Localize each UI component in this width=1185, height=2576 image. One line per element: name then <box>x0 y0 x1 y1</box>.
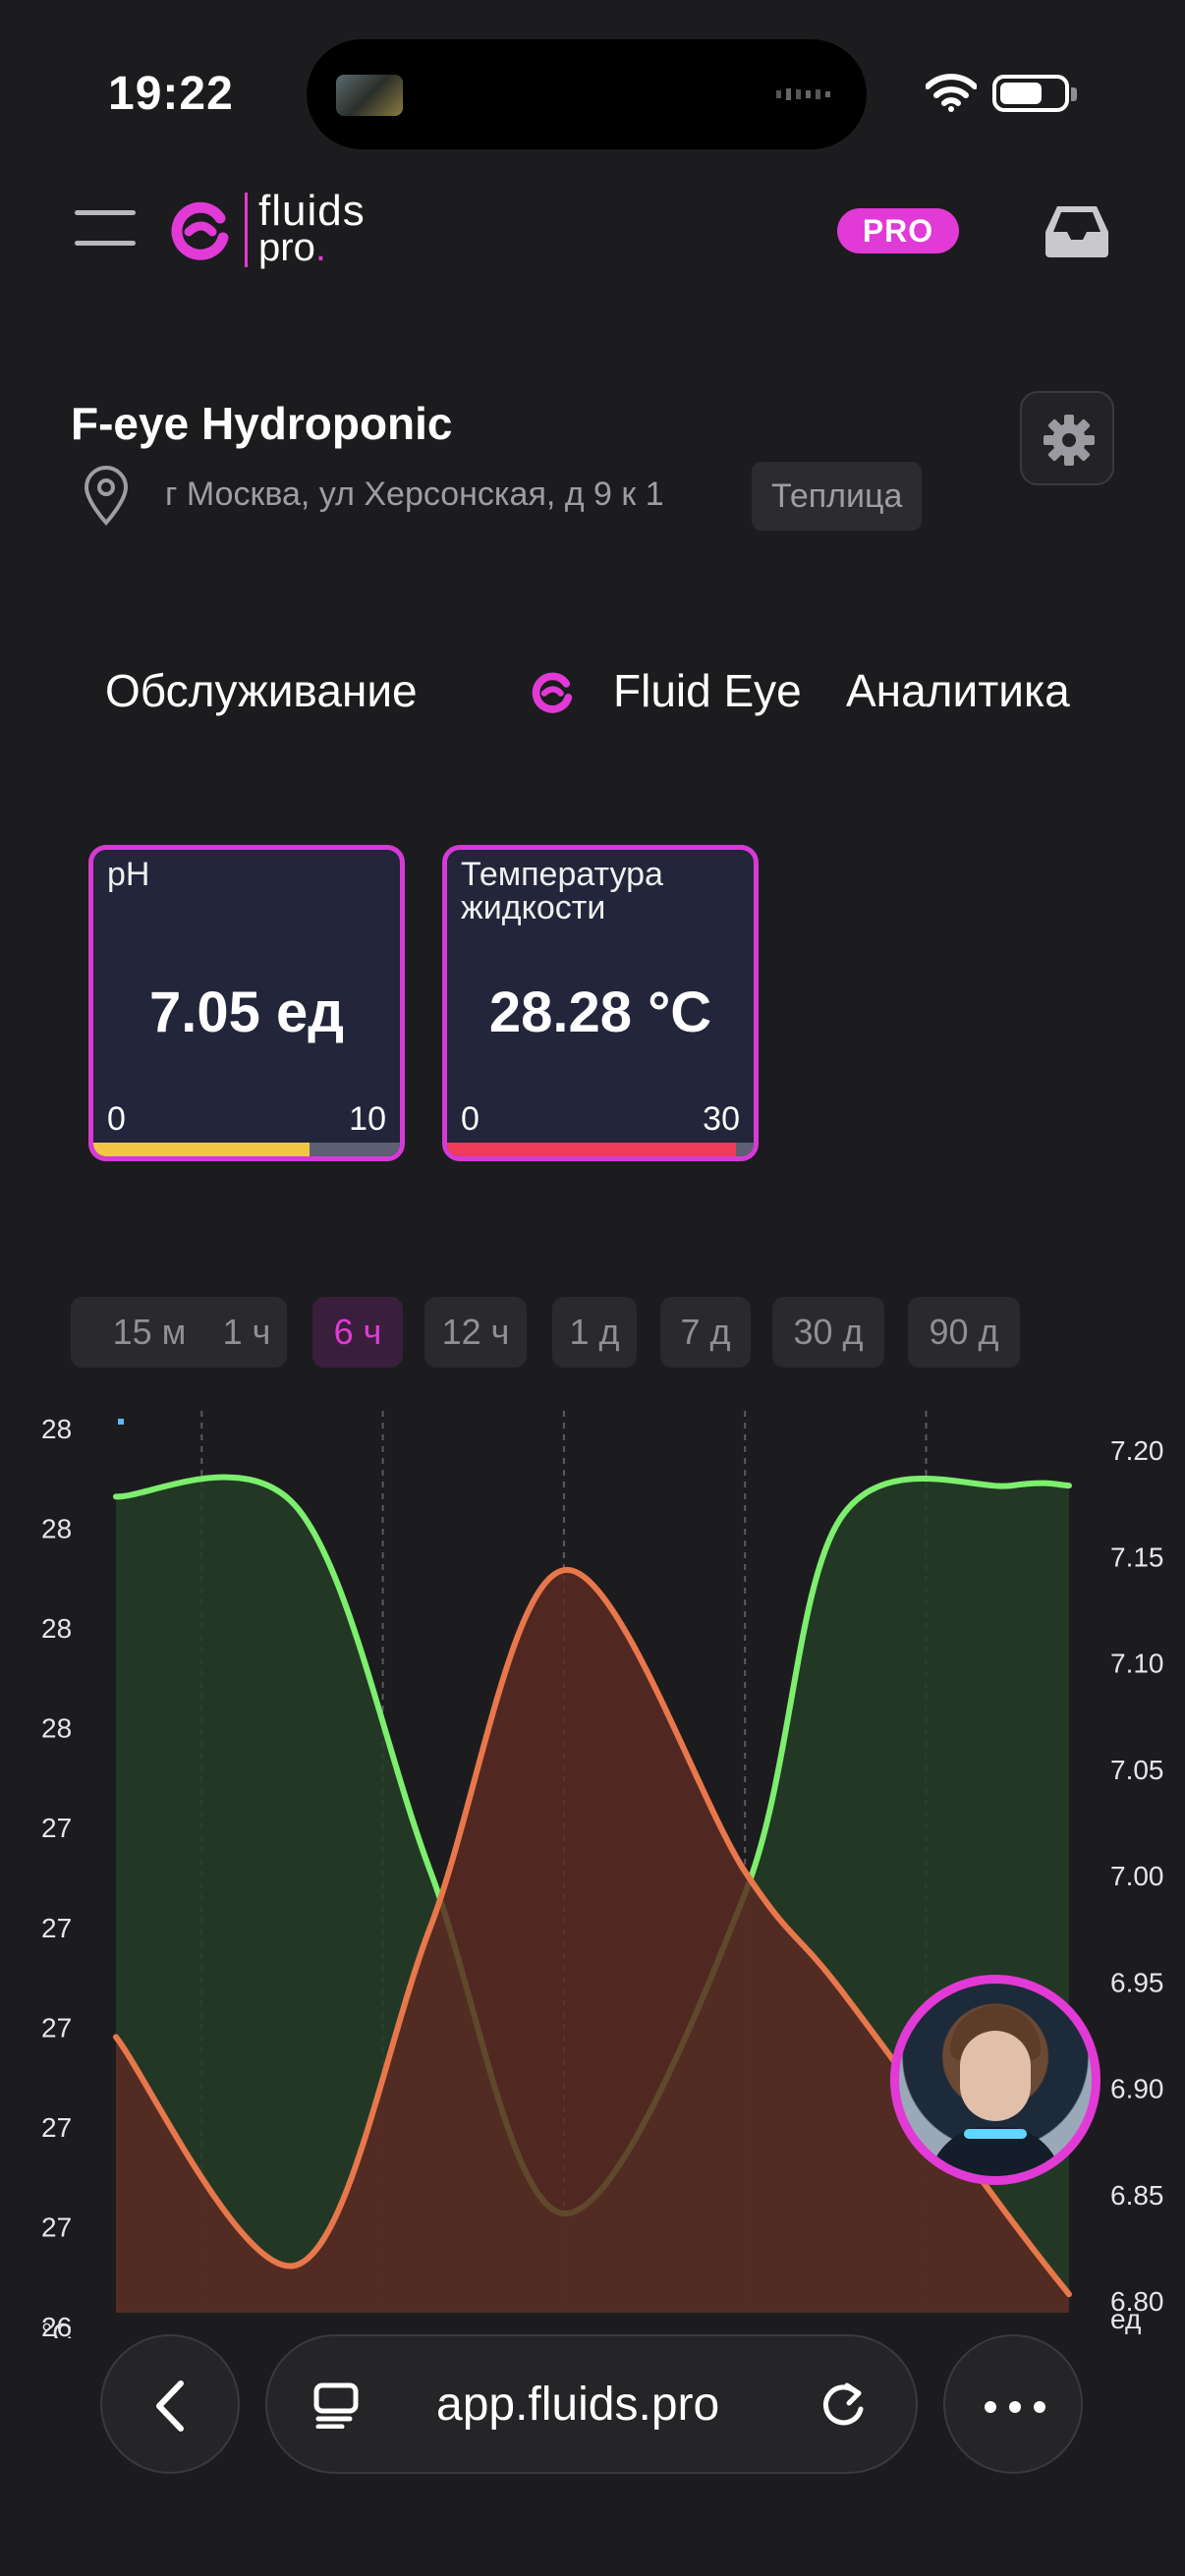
range-6h[interactable]: 6 ч <box>312 1297 403 1368</box>
sensor-min: 0 <box>107 1100 126 1138</box>
wifi-icon <box>926 74 977 112</box>
tabs-icon <box>313 2382 359 2429</box>
y-left-tick-label: 28 <box>41 1713 72 1744</box>
gear-icon <box>1044 415 1095 466</box>
app-logo[interactable]: fluids pro. <box>169 187 395 269</box>
sensor-level-fill <box>447 1143 737 1156</box>
y-right-tick-label: 6.80 <box>1110 2286 1164 2317</box>
sensor-card-temperature[interactable]: Температура жидкости 28.28 °C 0 30 <box>442 845 759 1161</box>
sensor-label: pH <box>107 856 150 893</box>
sensor-label: Температура жидкости <box>461 856 663 926</box>
battery-icon <box>992 75 1069 112</box>
sensor-level-bar <box>93 1143 400 1156</box>
y-left-tick-label: 27 <box>41 2212 72 2242</box>
inbox-icon[interactable] <box>1044 202 1110 259</box>
range-7d[interactable]: 7 д <box>660 1297 751 1368</box>
y-right-tick-label: 7.20 <box>1110 1435 1164 1466</box>
logo-sub: pro. <box>258 226 326 269</box>
device-address: г Москва, ул Херсонская, д 9 к 1 <box>165 476 664 513</box>
sensor-value: 28.28 °C <box>488 980 712 1044</box>
map-pin-icon <box>84 466 129 526</box>
status-time: 19:22 <box>108 68 234 120</box>
tab-maintenance[interactable]: Обслуживание <box>105 665 418 716</box>
address-bar[interactable]: app.fluids.pro <box>265 2334 918 2474</box>
range-90d[interactable]: 90 д <box>908 1297 1020 1368</box>
y-right-tick-label: 7.00 <box>1110 1861 1164 1891</box>
dynamic-island <box>307 39 867 149</box>
y-right-tick-label: 7.15 <box>1110 1541 1164 1572</box>
device-tag: Теплица <box>752 462 923 531</box>
sensor-history-chart[interactable]: 28 28 28 28 27 27 27 27 27 26°C 7.20 7.15 7.10 7.05 7.… <box>0 1395 1185 2338</box>
chevron-left-icon <box>156 2380 184 2432</box>
y-left-tick-label: 27 <box>41 1913 72 1943</box>
fluids-logo-icon <box>171 201 229 260</box>
sensor-max: 10 <box>349 1100 386 1138</box>
pro-badge[interactable]: PRO <box>837 208 959 253</box>
settings-button[interactable] <box>1020 391 1114 485</box>
sensor-value: 7.05 ед <box>148 980 345 1044</box>
sensor-level-bar <box>447 1143 754 1156</box>
audio-wave-icon <box>776 88 830 100</box>
y-right-unit: ед <box>1110 2304 1141 2334</box>
y-left-tick-label: 26 <box>41 2312 72 2338</box>
now-playing-thumbnail <box>336 75 403 116</box>
y-left-tick-label: 28 <box>41 1613 72 1644</box>
sensor-card-ph[interactable]: pH 7.05 ед 0 10 <box>88 845 405 1161</box>
y-left-tick-label: 27 <box>41 1813 72 1843</box>
y-right-tick-label: 6.95 <box>1110 1967 1164 1997</box>
y-left-tick-label: 28 <box>41 1414 72 1444</box>
hamburger-icon[interactable] <box>75 210 136 250</box>
device-title: F-eye Hydroponic <box>71 398 453 449</box>
series-area-1 <box>116 1569 1069 2313</box>
tab-fluid-eye[interactable]: Fluid Eye <box>613 665 802 716</box>
url-text: app.fluids.pro <box>436 2379 720 2431</box>
tab-analytics[interactable]: Аналитика <box>846 665 1070 716</box>
logo-name: fluids <box>258 187 366 235</box>
y-right-tick-label: 6.90 <box>1110 2074 1164 2104</box>
y-left-tick-label: 27 <box>41 2012 72 2043</box>
y-right-tick-label: 6.85 <box>1110 2180 1164 2211</box>
range-1d[interactable]: 1 д <box>552 1297 637 1368</box>
reload-icon[interactable] <box>818 2380 869 2431</box>
y-right-tick-label: 7.10 <box>1110 1649 1164 1679</box>
range-1h[interactable]: 1 ч <box>206 1297 287 1368</box>
fluids-logo-icon <box>532 672 573 713</box>
sensor-level-fill <box>93 1143 310 1156</box>
range-15m[interactable]: 15 м <box>71 1297 228 1368</box>
range-30d[interactable]: 30 д <box>772 1297 884 1368</box>
back-button[interactable] <box>100 2334 240 2474</box>
more-dots-icon[interactable] <box>943 2334 1083 2474</box>
y-right-tick-label: 7.05 <box>1110 1755 1164 1785</box>
y-left-tick-label: 27 <box>41 2112 72 2143</box>
y-left-unit: °C <box>41 2318 72 2338</box>
assistant-avatar[interactable] <box>890 1975 1100 2185</box>
range-12h[interactable]: 12 ч <box>424 1297 527 1368</box>
sensor-max: 30 <box>703 1100 740 1138</box>
y-left-tick-label: 28 <box>41 1514 72 1544</box>
sensor-min: 0 <box>461 1100 480 1138</box>
legend-marker <box>118 1419 124 1425</box>
